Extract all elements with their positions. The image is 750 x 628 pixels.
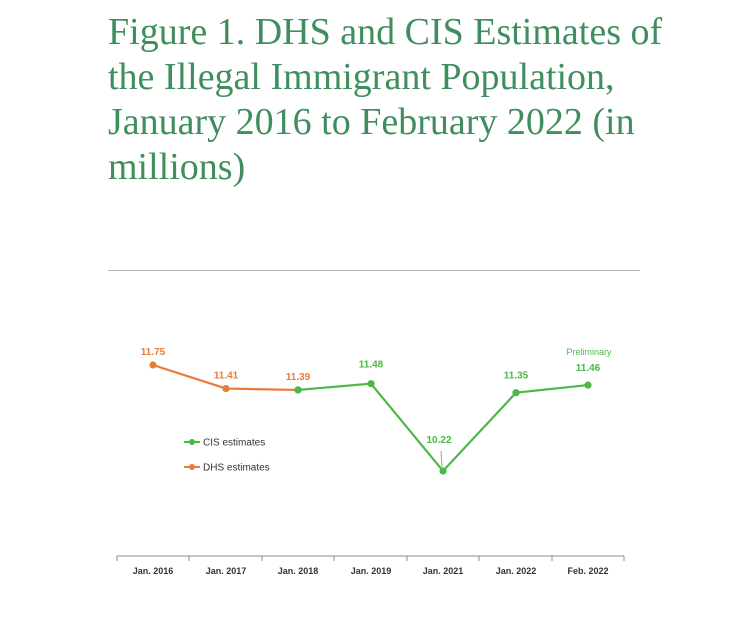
figure-title: Figure 1. DHS and CIS Estimates of the I…	[108, 11, 663, 188]
x-tick-label: Jan. 2021	[423, 566, 464, 576]
cis-estimates-point	[367, 380, 375, 388]
legend-swatch-marker	[189, 464, 195, 470]
x-tick-label: Jan. 2019	[351, 566, 392, 576]
cis-estimates-point	[294, 386, 302, 394]
data-label-leader	[440, 450, 443, 468]
dhs-estimates-point	[149, 361, 157, 369]
cis-estimates-line	[297, 382, 589, 473]
dhs-estimates-point	[222, 384, 230, 393]
x-tick-label: Jan. 2017	[206, 566, 247, 576]
x-tick-label: Jan. 2016	[133, 566, 174, 576]
data-label: 11.39	[286, 372, 311, 383]
data-label: 11.41	[214, 371, 239, 382]
legend-label: DHS estimates	[203, 463, 270, 474]
legend-swatch-marker	[189, 439, 195, 445]
cis-estimates-point	[584, 381, 592, 389]
data-label: 11.75	[141, 347, 166, 358]
x-tick-label: Jan. 2022	[496, 566, 537, 576]
cis-estimates-point	[512, 389, 520, 397]
preliminary-annotation: Preliminary	[566, 347, 612, 357]
data-label: 10.22	[426, 435, 451, 446]
x-tick-label: Feb. 2022	[567, 566, 608, 576]
legend-label: CIS estimates	[203, 438, 265, 449]
data-label: 11.48	[359, 360, 384, 371]
cis-estimates-point	[439, 467, 447, 475]
title-divider	[108, 270, 640, 271]
x-tick-label: Jan. 2018	[278, 566, 319, 576]
data-label: 11.35	[504, 371, 529, 382]
data-label: 11.46	[576, 363, 601, 374]
